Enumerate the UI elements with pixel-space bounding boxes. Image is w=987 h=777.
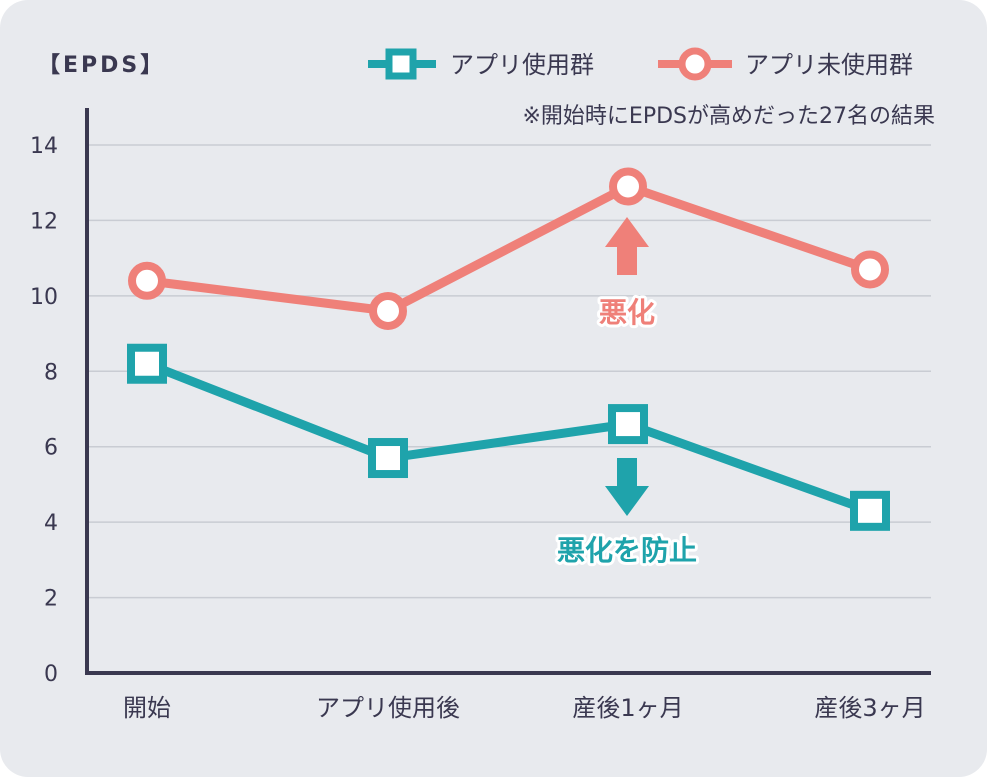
x-tick-labels: 開始 アプリ使用後 産後1ヶ月 産後3ヶ月 xyxy=(123,694,926,722)
down-arrow-icon xyxy=(605,458,649,516)
chart-note: ※開始時にEPDSが高めだった27名の結果 xyxy=(522,104,935,129)
prevented-label: 悪化を防止 xyxy=(557,534,697,567)
data-point xyxy=(609,167,647,206)
legend-item-app-users: アプリ使用群 xyxy=(368,48,594,80)
legend-label-non-users: アプリ未使用群 xyxy=(745,51,913,79)
y-tick-labels: 0 2 4 6 8 10 12 14 xyxy=(30,134,58,687)
annotations: 悪化 悪化を防止 xyxy=(554,217,700,570)
series-layer xyxy=(127,167,890,531)
data-point xyxy=(368,438,408,479)
y-tick-label-2: 2 xyxy=(44,587,58,612)
x-tick-label-3: 産後1ヶ月 xyxy=(572,694,683,722)
y-tick-label-4: 4 xyxy=(44,511,58,536)
data-point xyxy=(127,343,167,384)
worsen-annotation: 悪化 xyxy=(596,217,658,332)
y-tick-label-6: 6 xyxy=(44,436,58,461)
data-point xyxy=(851,250,889,289)
data-point xyxy=(369,291,407,330)
y-tick-label-14: 14 xyxy=(30,134,58,159)
series-non-users xyxy=(128,167,889,330)
series-line xyxy=(142,181,875,316)
up-arrow-icon xyxy=(605,217,649,275)
worsen-label: 悪化 xyxy=(599,296,655,329)
data-point xyxy=(608,404,648,445)
legend-circle-marker xyxy=(678,47,712,81)
y-tick-label-8: 8 xyxy=(44,360,58,385)
data-point xyxy=(128,261,166,300)
series-app-users xyxy=(127,343,890,531)
y-tick-label-12: 12 xyxy=(30,209,58,234)
prevented-annotation: 悪化を防止 xyxy=(554,458,700,570)
y-tick-label-0: 0 xyxy=(44,662,58,687)
legend-item-non-users: アプリ未使用群 xyxy=(658,47,913,81)
data-point xyxy=(850,490,890,531)
legend: アプリ使用群 アプリ未使用群 xyxy=(368,47,913,81)
x-tick-label-1: 開始 xyxy=(123,694,171,722)
y-tick-label-10: 10 xyxy=(30,285,58,310)
x-tick-label-4: 産後3ヶ月 xyxy=(814,694,925,722)
y-axis-label: 【EPDS】 xyxy=(38,53,165,78)
series-line xyxy=(142,359,875,516)
grid-lines xyxy=(87,144,931,599)
legend-square-marker xyxy=(385,48,417,80)
x-tick-label-2: アプリ使用後 xyxy=(316,694,460,722)
legend-label-app-users: アプリ使用群 xyxy=(450,51,594,79)
